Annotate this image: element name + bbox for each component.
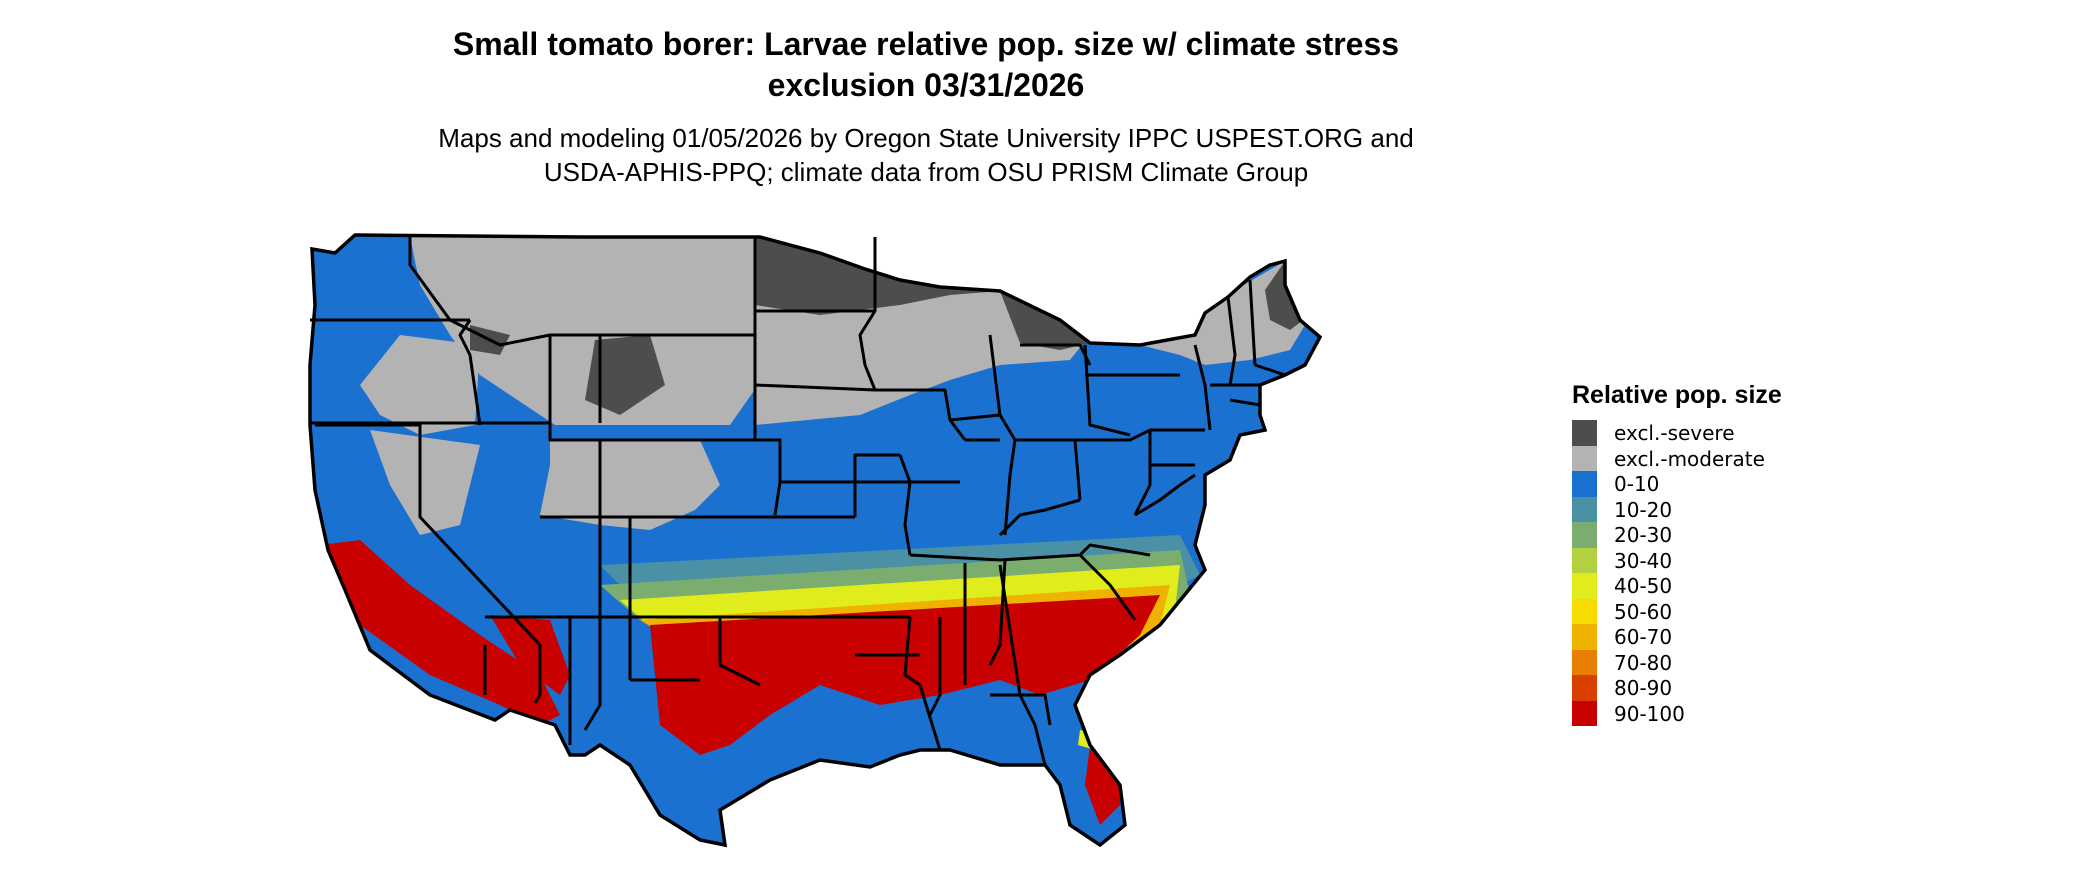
state-border <box>909 553 1001 562</box>
map-title: Small tomato borer: Larvae relative pop.… <box>0 24 1852 106</box>
state-border <box>600 438 782 516</box>
legend-item: 90-100 <box>1572 700 1782 726</box>
state-border <box>853 453 900 517</box>
legend-swatch <box>1572 573 1597 599</box>
state-border <box>898 454 912 556</box>
map-zone <box>360 335 480 435</box>
state-border <box>449 318 551 347</box>
legend-swatch <box>1572 496 1597 522</box>
legend-label: 40-50 <box>1614 574 1673 598</box>
map-zone <box>830 785 860 825</box>
state-border <box>918 684 942 751</box>
state-borders <box>310 237 1286 766</box>
state-border <box>928 617 942 716</box>
map-zone <box>585 335 665 415</box>
map-zone <box>490 615 570 695</box>
map-zone <box>1000 291 1090 350</box>
state-border <box>1133 430 1152 516</box>
legend-swatch <box>1572 624 1597 650</box>
legend-swatch <box>1572 700 1597 726</box>
state-border <box>408 237 452 321</box>
state-border <box>988 334 1002 416</box>
map-zone <box>370 430 480 535</box>
legend-label: excl.-severe <box>1614 421 1735 445</box>
map-fill <box>310 235 1320 845</box>
map-zone <box>540 440 720 530</box>
legend-swatch <box>1572 445 1597 471</box>
us-outline <box>308 233 1323 848</box>
title-line-2: exclusion 03/31/2026 <box>767 67 1085 103</box>
legend-label: excl.-moderate <box>1614 446 1765 471</box>
state-border <box>990 693 1052 726</box>
legend-item: 10-20 <box>1572 496 1782 522</box>
legend-swatch <box>1572 649 1597 675</box>
legend-title: Relative pop. size <box>1572 381 1782 409</box>
legend-label: 30-40 <box>1614 548 1673 573</box>
legend-item: 60-70 <box>1572 624 1782 650</box>
legend-item: 0-10 <box>1572 471 1782 497</box>
state-border <box>903 616 921 687</box>
legend-swatch <box>1572 471 1597 497</box>
legend-item: 20-30 <box>1572 522 1782 548</box>
legend-item: 80-90 <box>1572 675 1782 701</box>
state-border <box>1078 553 1137 621</box>
map-zone <box>1180 605 1220 655</box>
legend-swatch <box>1572 420 1597 446</box>
title-line-1: Small tomato borer: Larvae relative pop.… <box>452 26 1400 62</box>
state-border <box>548 333 602 423</box>
legend-swatch <box>1572 547 1597 573</box>
legend-label: 70-80 <box>1614 650 1673 675</box>
legend-item: 70-80 <box>1572 649 1782 675</box>
map-zone <box>320 540 560 725</box>
state-border <box>1134 473 1196 517</box>
state-border <box>998 498 1081 537</box>
state-border <box>875 388 967 441</box>
state-border <box>1229 398 1261 407</box>
state-border <box>1254 363 1286 377</box>
map-subtitle: Maps and modeling 01/05/2026 by Oregon S… <box>0 121 1852 189</box>
state-border <box>999 543 1151 562</box>
us-map <box>308 233 1323 848</box>
state-border <box>718 617 761 687</box>
map-zone <box>410 237 765 425</box>
legend-label: 10-20 <box>1614 497 1673 522</box>
state-border <box>1075 428 1151 442</box>
legend-item: excl.-moderate <box>1572 445 1782 471</box>
subtitle-line-2: USDA-APHIS-PPQ; climate data from OSU PR… <box>543 157 1309 187</box>
legend-swatch <box>1572 598 1597 624</box>
state-border <box>1193 344 1212 431</box>
legend: Relative pop. size excl.-severe excl.-mod… <box>1572 380 1782 726</box>
state-border <box>754 383 876 392</box>
legend-item: 50-60 <box>1572 598 1782 624</box>
legend-item: 30-40 <box>1572 547 1782 573</box>
state-border <box>480 421 602 731</box>
legend-label: 90-100 <box>1614 701 1685 726</box>
state-border <box>858 237 877 391</box>
state-border <box>315 423 542 704</box>
legend-swatch <box>1572 522 1597 548</box>
map-zone <box>1172 605 1200 625</box>
state-border <box>1083 344 1131 437</box>
legend-swatch <box>1572 675 1597 701</box>
legend-label: 50-60 <box>1614 599 1673 624</box>
subtitle-line-1: Maps and modeling 01/05/2026 by Oregon S… <box>438 123 1414 153</box>
legend-items: excl.-severe excl.-moderate 0-10 10-20 20-30… <box>1572 420 1782 726</box>
state-border <box>998 564 1047 766</box>
legend-label: 0-10 <box>1614 472 1660 496</box>
state-border <box>1226 296 1237 386</box>
legend-label: 80-90 <box>1614 676 1673 700</box>
legend-item: 40-50 <box>1572 573 1782 599</box>
state-border <box>1248 279 1257 366</box>
legend-item: excl.-severe <box>1572 420 1782 446</box>
legend-label: 60-70 <box>1614 625 1673 649</box>
legend-label: 20-30 <box>1614 523 1673 547</box>
